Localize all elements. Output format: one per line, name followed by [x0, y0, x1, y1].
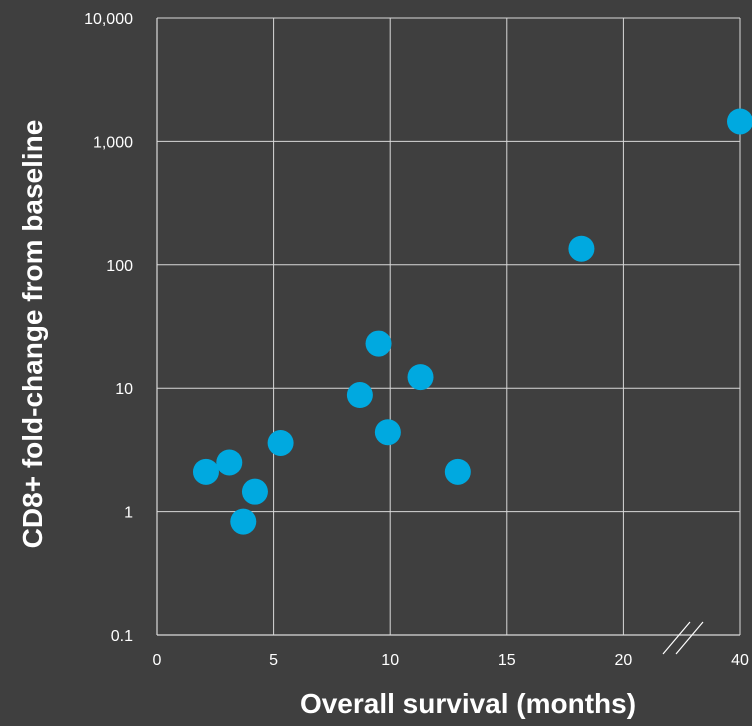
data-point: [365, 330, 392, 357]
x-tick-label: 0: [153, 652, 162, 669]
x-tick-label: 20: [615, 652, 633, 669]
data-point: [407, 364, 434, 391]
data-point: [230, 508, 257, 535]
data-point: [568, 235, 595, 262]
data-point: [241, 478, 268, 505]
data-point: [216, 449, 243, 476]
data-point: [192, 458, 219, 485]
data-point: [346, 382, 373, 409]
x-tick-label: 15: [498, 652, 516, 669]
y-axis-title: CD8+ fold-change from baseline: [17, 120, 48, 549]
y-tick-label: 1,000: [93, 134, 133, 151]
x-tick-label: 40: [731, 652, 749, 669]
axes: [156, 18, 740, 636]
x-axis-title: Overall survival (months): [300, 688, 636, 719]
data-point: [374, 419, 401, 446]
y-tick-label: 100: [106, 258, 133, 275]
grid: [157, 17, 741, 635]
y-tick-label: 10: [115, 381, 133, 398]
y-tick-label: 0.1: [111, 628, 133, 645]
tick-labels: 0 5 10 15 20 40 0.1 1 10 100 1,000 10,000: [84, 11, 749, 669]
axis-break-slash: [662, 621, 691, 655]
y-tick-label: 1: [124, 505, 133, 522]
axis-break-slash: [675, 621, 704, 655]
x-tick-label: 10: [381, 652, 399, 669]
axis-break-mark: [662, 621, 704, 655]
data-points: [192, 108, 752, 535]
y-tick-label: 10,000: [84, 11, 133, 28]
x-tick-label: 5: [269, 652, 278, 669]
data-point: [444, 458, 471, 485]
data-point: [267, 429, 294, 456]
data-point: [727, 108, 752, 135]
